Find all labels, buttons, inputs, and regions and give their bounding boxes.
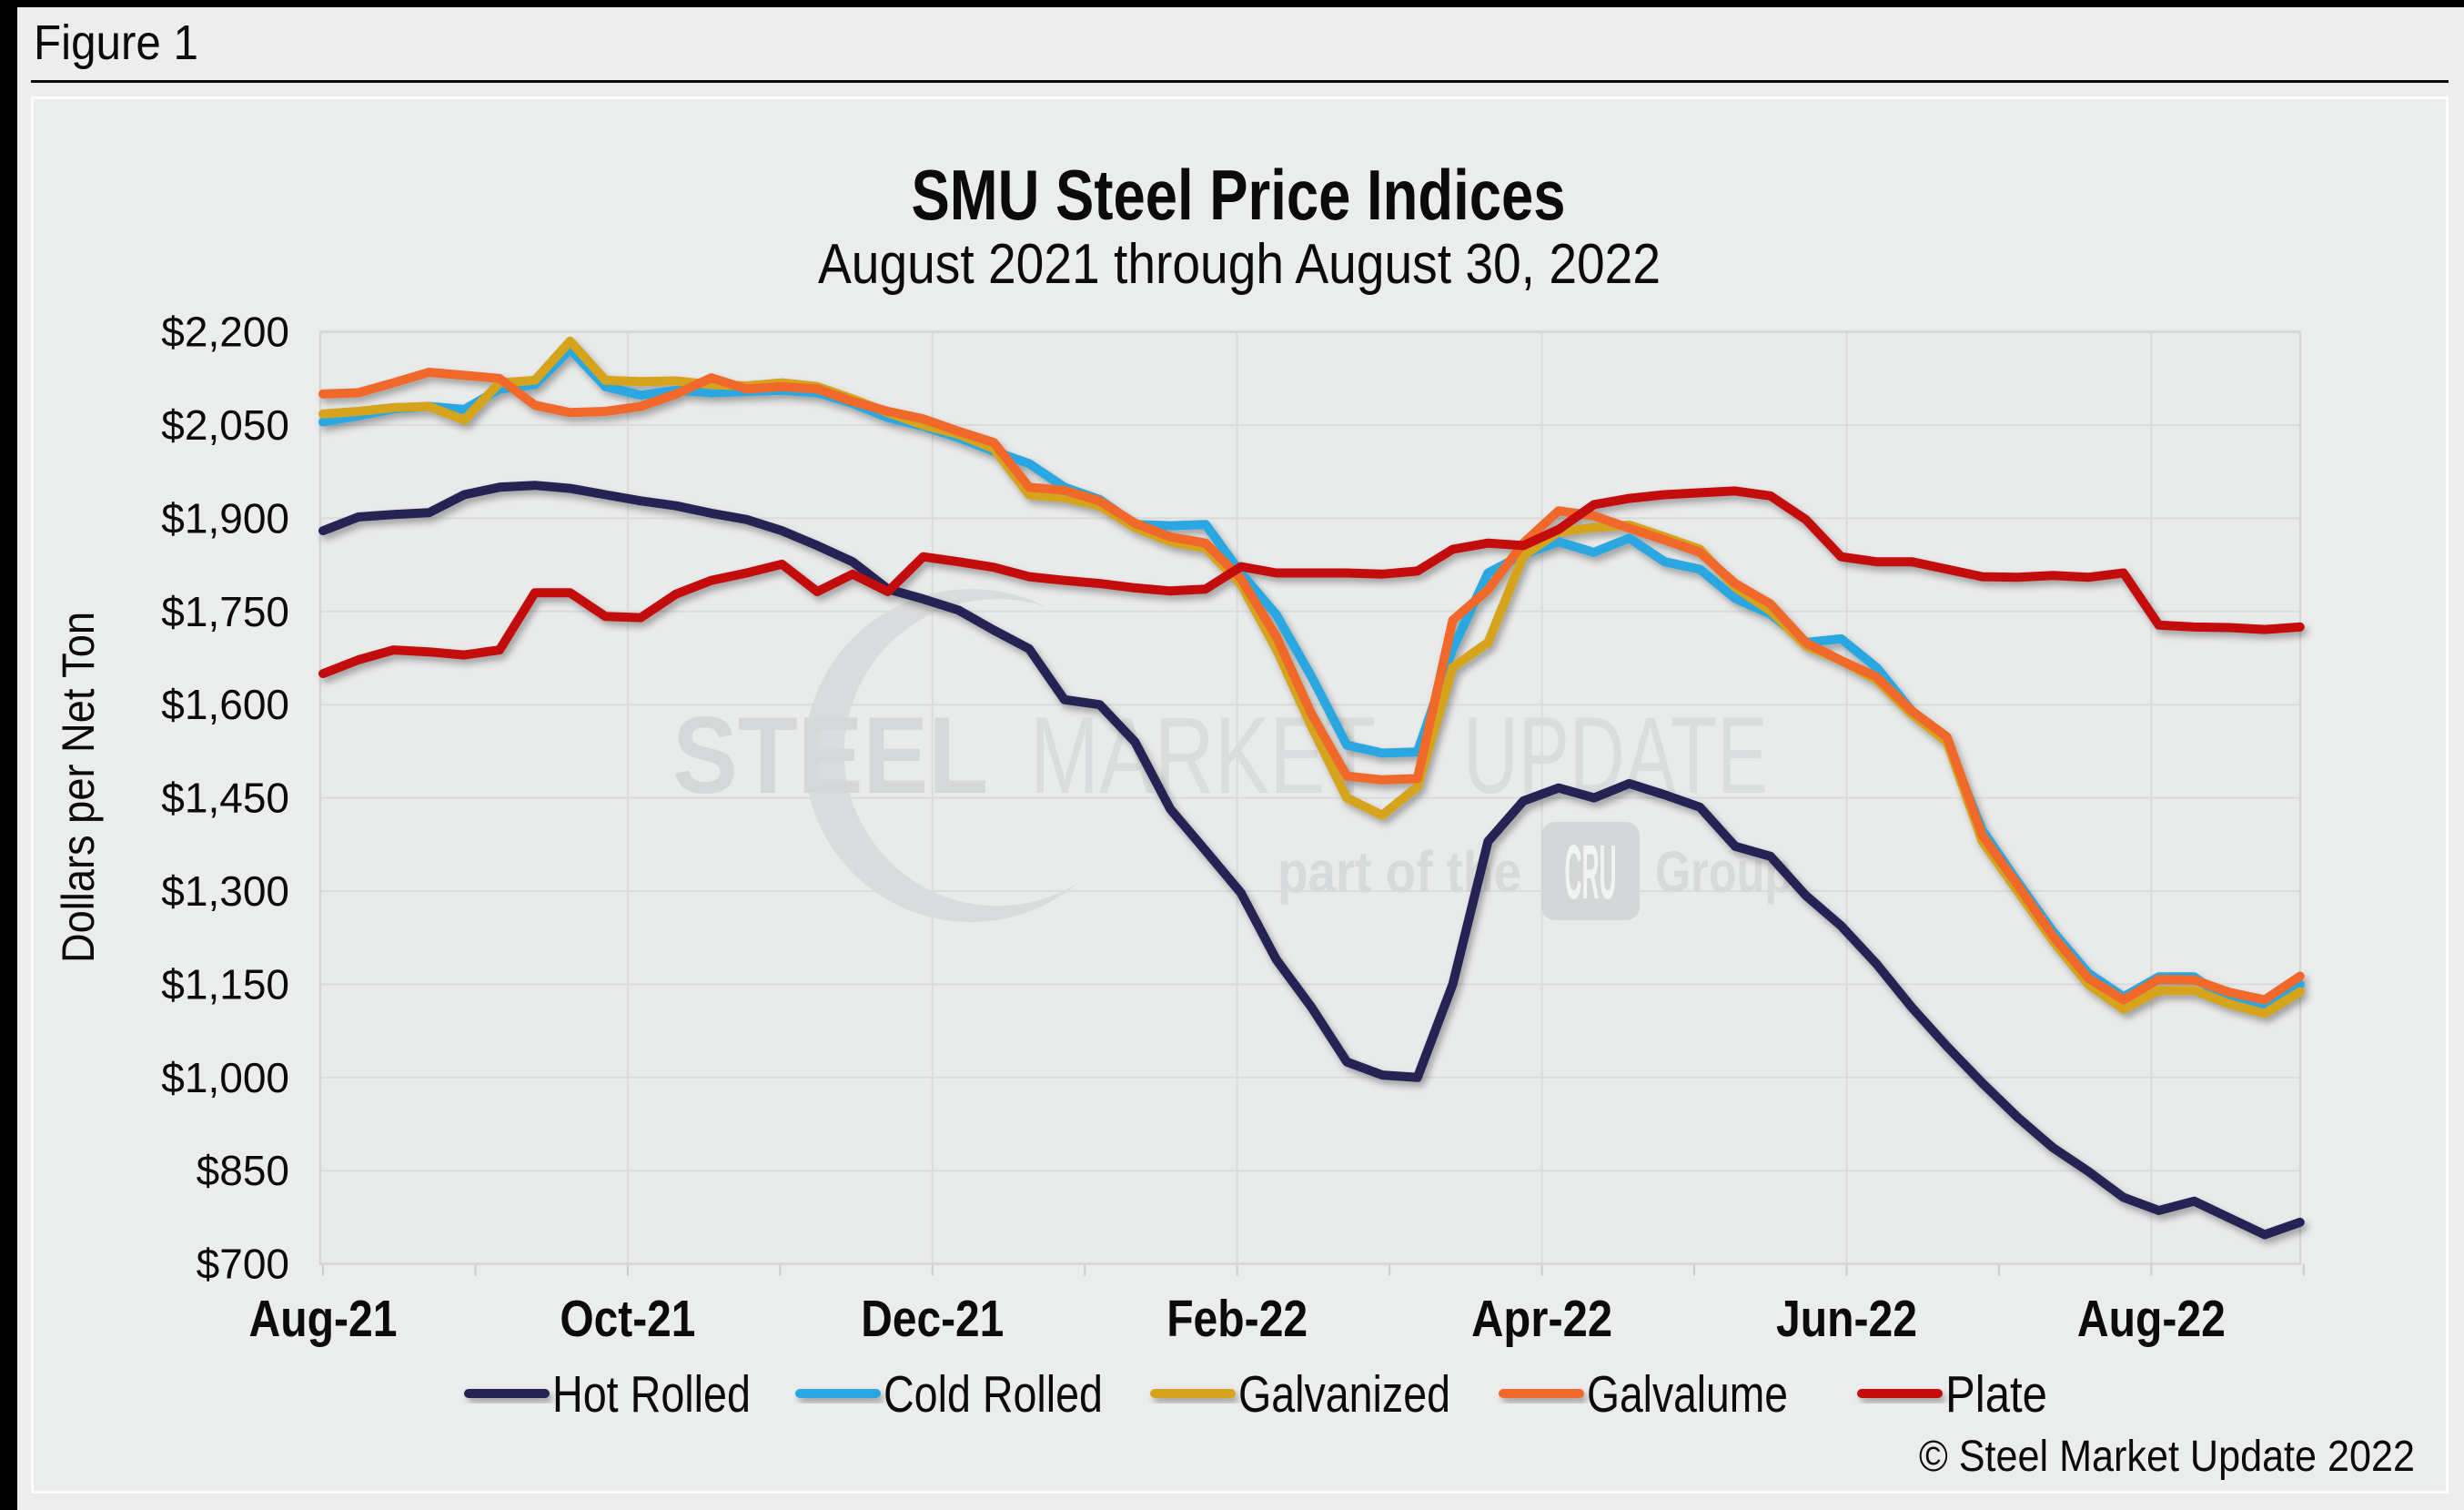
- svg-text:Aug-22: Aug-22: [2077, 1290, 2226, 1348]
- svg-text:STEEL: STEEL: [672, 694, 988, 816]
- svg-text:Galvalume: Galvalume: [1587, 1365, 1788, 1424]
- svg-text:$1,900: $1,900: [161, 494, 289, 542]
- svg-text:Plate: Plate: [1945, 1365, 2047, 1424]
- svg-text:Hot Rolled: Hot Rolled: [552, 1365, 751, 1424]
- svg-text:Dec-21: Dec-21: [861, 1290, 1004, 1348]
- svg-text:$1,300: $1,300: [161, 867, 289, 915]
- svg-text:$2,200: $2,200: [161, 309, 289, 356]
- svg-text:$2,050: $2,050: [161, 401, 289, 449]
- svg-text:Dollars per Net Ton: Dollars per Net Ton: [53, 612, 104, 963]
- svg-text:Aug-21: Aug-21: [249, 1290, 398, 1348]
- svg-text:$1,600: $1,600: [161, 681, 289, 728]
- svg-text:CRU: CRU: [1565, 829, 1617, 915]
- svg-text:August 2021 through August 30,: August 2021 through August 30, 2022: [818, 233, 1661, 296]
- svg-text:Figure 1: Figure 1: [34, 15, 198, 70]
- svg-text:$1,450: $1,450: [161, 775, 289, 822]
- svg-text:$1,000: $1,000: [161, 1054, 289, 1101]
- svg-text:$700: $700: [197, 1241, 289, 1288]
- svg-text:© Steel Market Update 2022: © Steel Market Update 2022: [1919, 1433, 2415, 1481]
- svg-text:UPDATE: UPDATE: [1463, 694, 1768, 816]
- svg-text:MARKET: MARKET: [1030, 694, 1376, 816]
- svg-text:Jun-22: Jun-22: [1776, 1290, 1917, 1348]
- svg-text:Oct-21: Oct-21: [560, 1290, 695, 1348]
- svg-text:SMU Steel Price Indices: SMU Steel Price Indices: [912, 155, 1566, 235]
- svg-text:$850: $850: [197, 1147, 289, 1194]
- svg-text:Cold Rolled: Cold Rolled: [884, 1365, 1103, 1424]
- svg-text:Apr-22: Apr-22: [1471, 1290, 1612, 1348]
- svg-text:$1,150: $1,150: [161, 960, 289, 1008]
- svg-text:Galvanized: Galvanized: [1238, 1365, 1450, 1424]
- svg-text:Feb-22: Feb-22: [1166, 1290, 1308, 1348]
- svg-text:$1,750: $1,750: [161, 588, 289, 635]
- svg-text:Group: Group: [1655, 839, 1792, 905]
